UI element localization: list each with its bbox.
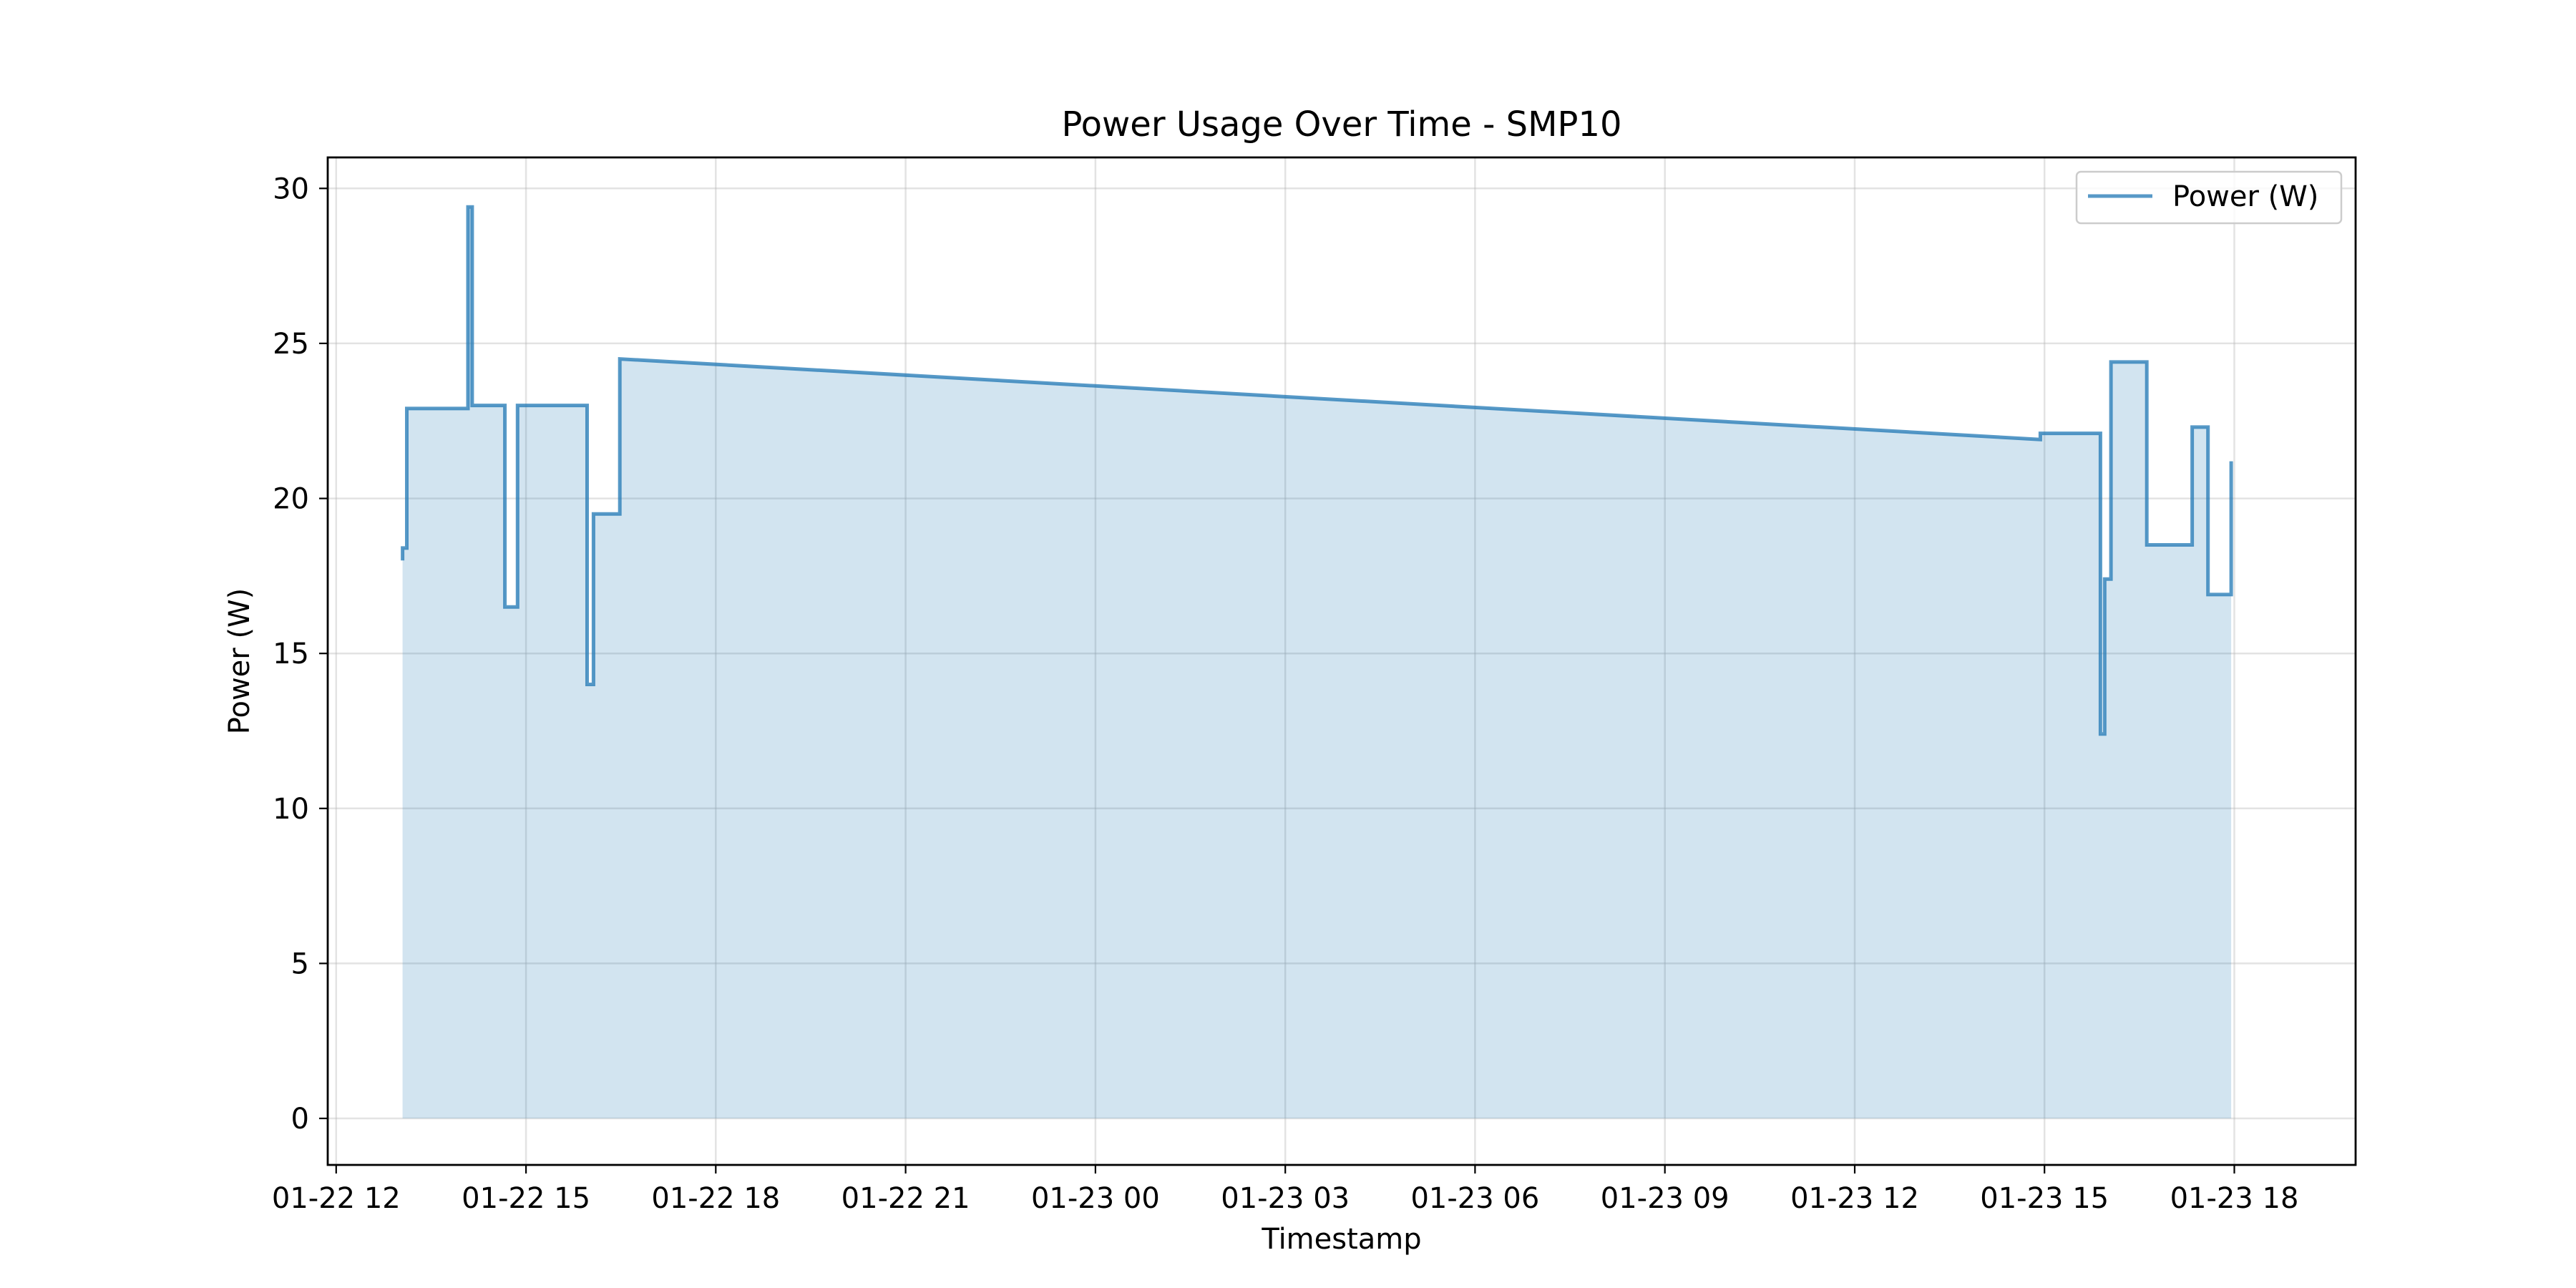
y-tick-label: 15 [273,638,309,670]
x-axis-label: Timestamp [1261,1223,1421,1256]
y-tick-label: 0 [291,1103,309,1136]
x-tick-label: 01-22 21 [841,1182,970,1215]
x-tick-label: 01-23 06 [1410,1182,1539,1215]
x-axis-ticks: 01-22 12 01-22 15 01-22 18 01-22 21 01-23 00… [272,1165,2299,1215]
x-tick-label: 01-23 09 [1601,1182,1729,1215]
y-tick-label: 30 [273,172,309,205]
x-tick-label: 01-22 12 [272,1182,401,1215]
x-tick-label: 01-22 15 [462,1182,590,1215]
y-tick-label: 5 [291,947,309,980]
area-layer [402,207,2232,1118]
x-tick-label: 01-23 00 [1031,1182,1160,1215]
x-tick-label: 01-23 12 [1790,1182,1919,1215]
y-tick-label: 10 [273,793,309,826]
plot-frame [326,156,2357,1166]
series-area-fill [402,207,2232,1118]
x-tick-label: 01-22 18 [651,1182,780,1215]
grid-layer [328,157,2356,1165]
x-tick-label: 01-23 18 [2170,1182,2299,1215]
x-tick-label: 01-23 15 [1980,1182,2109,1215]
y-tick-label: 20 [273,483,309,516]
x-tick-label: 01-23 03 [1221,1182,1350,1215]
legend: Power (W) [2075,170,2343,225]
line-layer [401,205,2233,736]
chart-title: Power Usage Over Time - SMP10 [1061,104,1621,145]
y-tick-label: 25 [273,328,309,361]
series-line [401,205,2233,736]
y-axis-ticks: 0 5 10 15 20 25 30 [273,172,328,1136]
y-axis-label: Power (W) [223,588,256,734]
legend-label: Power (W) [2172,180,2318,213]
legend-box [2075,170,2343,225]
